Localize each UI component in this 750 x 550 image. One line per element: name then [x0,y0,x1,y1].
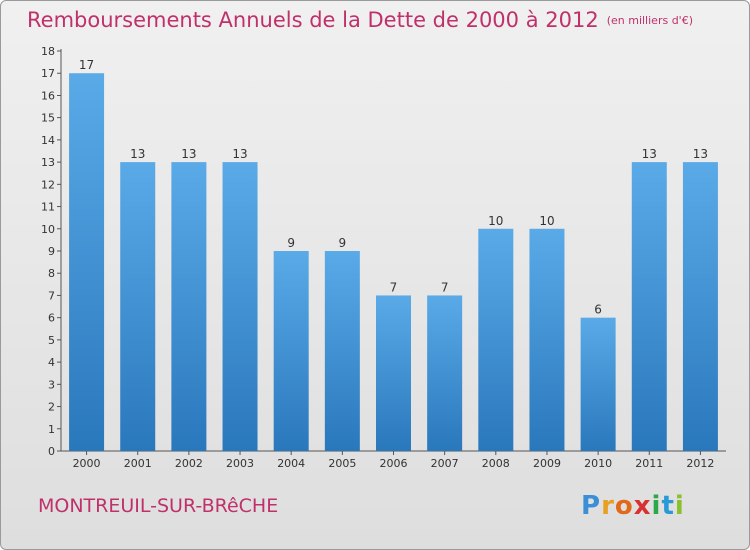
bar [478,228,514,451]
title-text: Remboursements Annuels de la Dette de 20… [27,8,599,32]
y-tick-label: 4 [48,356,55,369]
y-tick-label: 15 [41,112,55,125]
bar-value-label: 9 [339,236,347,250]
bar-value-label: 6 [594,303,602,317]
y-tick-label: 16 [41,89,55,102]
chart-title: Remboursements Annuels de la Dette de 20… [27,8,693,32]
bar-value-label: 9 [287,236,295,250]
bar-value-label: 13 [693,147,708,161]
unit-note: (en milliers d'€) [606,14,693,27]
bar [69,73,105,451]
y-tick-label: 8 [48,267,55,280]
bar-value-label: 17 [79,58,94,72]
x-tick-label: 2006 [380,457,408,470]
bar-value-label: 10 [488,214,503,228]
bar [120,162,156,451]
bar-value-label: 7 [441,280,449,294]
x-tick-label: 2001 [124,457,152,470]
y-tick-label: 12 [41,178,55,191]
brand-letter: r [601,491,615,521]
y-tick-label: 11 [41,201,55,214]
bar-value-label: 13 [232,147,247,161]
x-tick-label: 2009 [533,457,561,470]
y-tick-label: 6 [48,312,55,325]
brand-letter: o [614,491,634,521]
y-tick-label: 1 [48,423,55,436]
bar [376,295,411,451]
x-tick-label: 2010 [584,457,612,470]
bar [222,162,258,451]
y-tick-label: 17 [41,67,55,80]
bar [580,317,616,451]
x-tick-label: 2002 [175,457,203,470]
bar [171,162,207,451]
bar [427,295,463,451]
brand-letter: P [581,491,602,521]
bar [631,162,667,451]
bar [682,162,718,451]
y-tick-label: 14 [41,134,55,147]
bar [273,251,309,451]
commune-name: MONTREUIL-SUR-BRêCHE [38,495,279,517]
y-tick-label: 2 [48,401,55,414]
proxiti-logo: Proxiti [581,491,685,521]
bar-value-label: 13 [181,147,196,161]
bar [529,228,565,451]
y-tick-label: 0 [48,445,55,458]
y-tick-label: 7 [48,289,55,302]
x-tick-label: 2000 [73,457,101,470]
brand-letter: t [661,491,675,521]
x-tick-label: 2008 [482,457,510,470]
brand-letter: i [651,491,662,521]
bar-value-label: 13 [642,147,657,161]
bar-value-label: 10 [539,214,554,228]
x-tick-label: 2003 [226,457,254,470]
y-tick-label: 9 [48,245,55,258]
x-tick-label: 2012 [686,457,714,470]
bar-value-label: 13 [130,147,145,161]
bar-value-label: 7 [390,280,398,294]
brand-letter: x [633,491,652,521]
x-tick-label: 2007 [431,457,459,470]
bar [324,251,360,451]
y-tick-label: 10 [41,223,55,236]
x-tick-label: 2004 [277,457,305,470]
x-tick-label: 2011 [635,457,663,470]
x-tick-label: 2005 [328,457,356,470]
y-tick-label: 13 [41,156,55,169]
y-tick-label: 18 [41,45,55,58]
y-tick-label: 5 [48,334,55,347]
brand-letter: i [674,491,685,521]
y-tick-label: 3 [48,378,55,391]
